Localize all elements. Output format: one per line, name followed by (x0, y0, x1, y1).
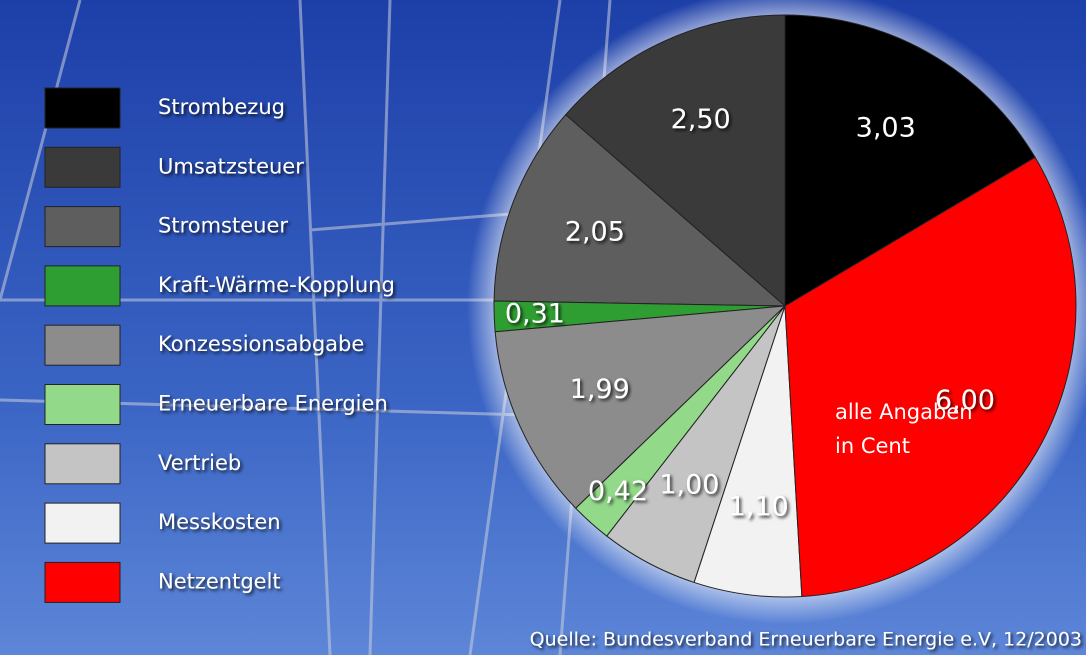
legend-label: Konzessionsabgabe (158, 332, 364, 356)
legend-label: Kraft-Wärme-Kopplung (158, 273, 395, 297)
value-label: 2,05 (565, 216, 625, 247)
chart: 3,032,502,050,311,990,421,001,106,00 Str… (0, 0, 1086, 655)
value-label: 2,50 (671, 104, 731, 135)
annotation: alle Angaben (835, 400, 973, 424)
value-label: 3,03 (856, 112, 916, 143)
annotation: in Cent (835, 434, 910, 458)
source: Quelle: Bundesverband Erneuerbare Energi… (530, 629, 1082, 651)
value-label: 1,00 (659, 469, 719, 500)
legend-swatch (45, 266, 120, 306)
legend-swatch (45, 503, 120, 543)
legend-swatch (45, 562, 120, 602)
legend-label: Messkosten (158, 510, 281, 534)
value-label: 1,10 (729, 491, 789, 522)
legend-label: Strombezug (158, 95, 285, 119)
legend-label: Umsatzsteuer (158, 154, 304, 178)
value-label: 0,42 (588, 476, 648, 507)
legend-label: Stromsteuer (158, 214, 288, 238)
legend-label: Netzentgelt (158, 569, 281, 593)
legend-swatch (45, 325, 120, 365)
legend-label: Vertrieb (158, 451, 241, 475)
legend-swatch (45, 88, 120, 128)
legend-swatch (45, 385, 120, 425)
value-label: 0,31 (505, 298, 565, 329)
legend-label: Erneuerbare Energien (158, 392, 388, 416)
legend-swatch (45, 147, 120, 187)
value-label: 1,99 (570, 374, 630, 405)
legend-swatch (45, 444, 120, 484)
legend-swatch (45, 207, 120, 247)
